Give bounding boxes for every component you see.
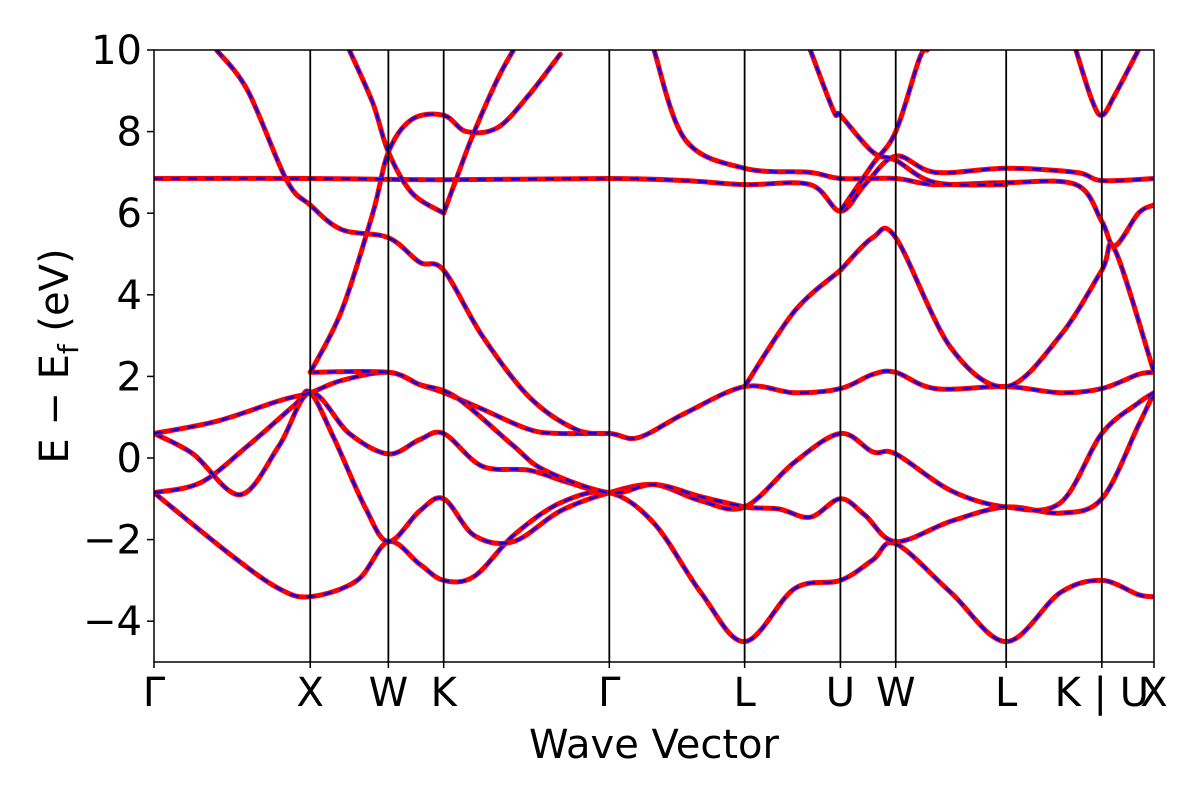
band-fit-line-5	[310, 370, 745, 509]
plot-frame	[153, 49, 1155, 663]
band-line-3	[154, 390, 1154, 513]
x-tick-label: X	[1140, 670, 1167, 716]
band-fit-line-7	[442, 50, 515, 214]
band-fit-line-14	[743, 269, 842, 388]
bands-layer	[154, 50, 1154, 645]
x-tick-label: W	[876, 670, 916, 716]
x-tick-label: Γ	[143, 670, 166, 716]
band-line-9	[214, 50, 612, 437]
y-axis-title-main: E − E	[32, 354, 78, 464]
y-tick-label: 0	[117, 436, 142, 482]
band-fit-line-2	[154, 389, 1154, 545]
band-fit-line-3	[154, 391, 1154, 512]
kpoint-lines	[309, 50, 1103, 662]
x-tick-label: K	[431, 670, 459, 716]
band-fit-line-9	[215, 50, 610, 435]
y-tick-label: 6	[117, 191, 142, 237]
band-fit-line-15	[839, 50, 929, 212]
band-line-6	[307, 51, 563, 375]
x-tick-label: L	[733, 670, 756, 716]
y-tick-label: 4	[117, 273, 142, 319]
y-tick-label: 10	[91, 28, 142, 74]
band-line-1	[154, 489, 1154, 645]
x-tick-label: U	[826, 670, 855, 716]
y-tick-label: 8	[117, 110, 142, 156]
band-fit-line-6	[309, 53, 562, 373]
band-line-11	[651, 50, 1154, 249]
band-fit-line-12	[809, 50, 1007, 187]
band-fit-line-8	[154, 154, 1154, 213]
x-axis-title: Wave Vector	[529, 722, 780, 768]
y-axis-title-subscript: f	[52, 343, 85, 354]
y-axis-title-unit: (eV)	[32, 248, 78, 331]
band-fit-line-13	[839, 226, 1154, 388]
band-line-14	[742, 267, 843, 390]
y-axis-title: E − Ef (eV)	[32, 248, 85, 463]
y-tick-label: −4	[83, 599, 142, 645]
band-line-16	[1073, 50, 1141, 118]
y-axis: −4 −2 0 2 4 6 8 10	[83, 28, 154, 645]
band-fit-line-1	[154, 490, 1154, 643]
y-axis-title-space	[32, 332, 78, 345]
x-tick-label: W	[369, 670, 409, 716]
band-line-4	[154, 368, 1154, 441]
x-tick-label: L	[995, 670, 1018, 716]
x-tick-label: X	[297, 670, 324, 716]
band-fit-line-4	[154, 369, 1154, 440]
y-tick-label: −2	[83, 518, 142, 564]
x-tick-label: Γ	[598, 670, 621, 716]
x-tick-label: K | U	[1055, 670, 1149, 716]
band-fit-line-11	[652, 50, 1154, 248]
y-tick-label: 2	[117, 354, 142, 400]
